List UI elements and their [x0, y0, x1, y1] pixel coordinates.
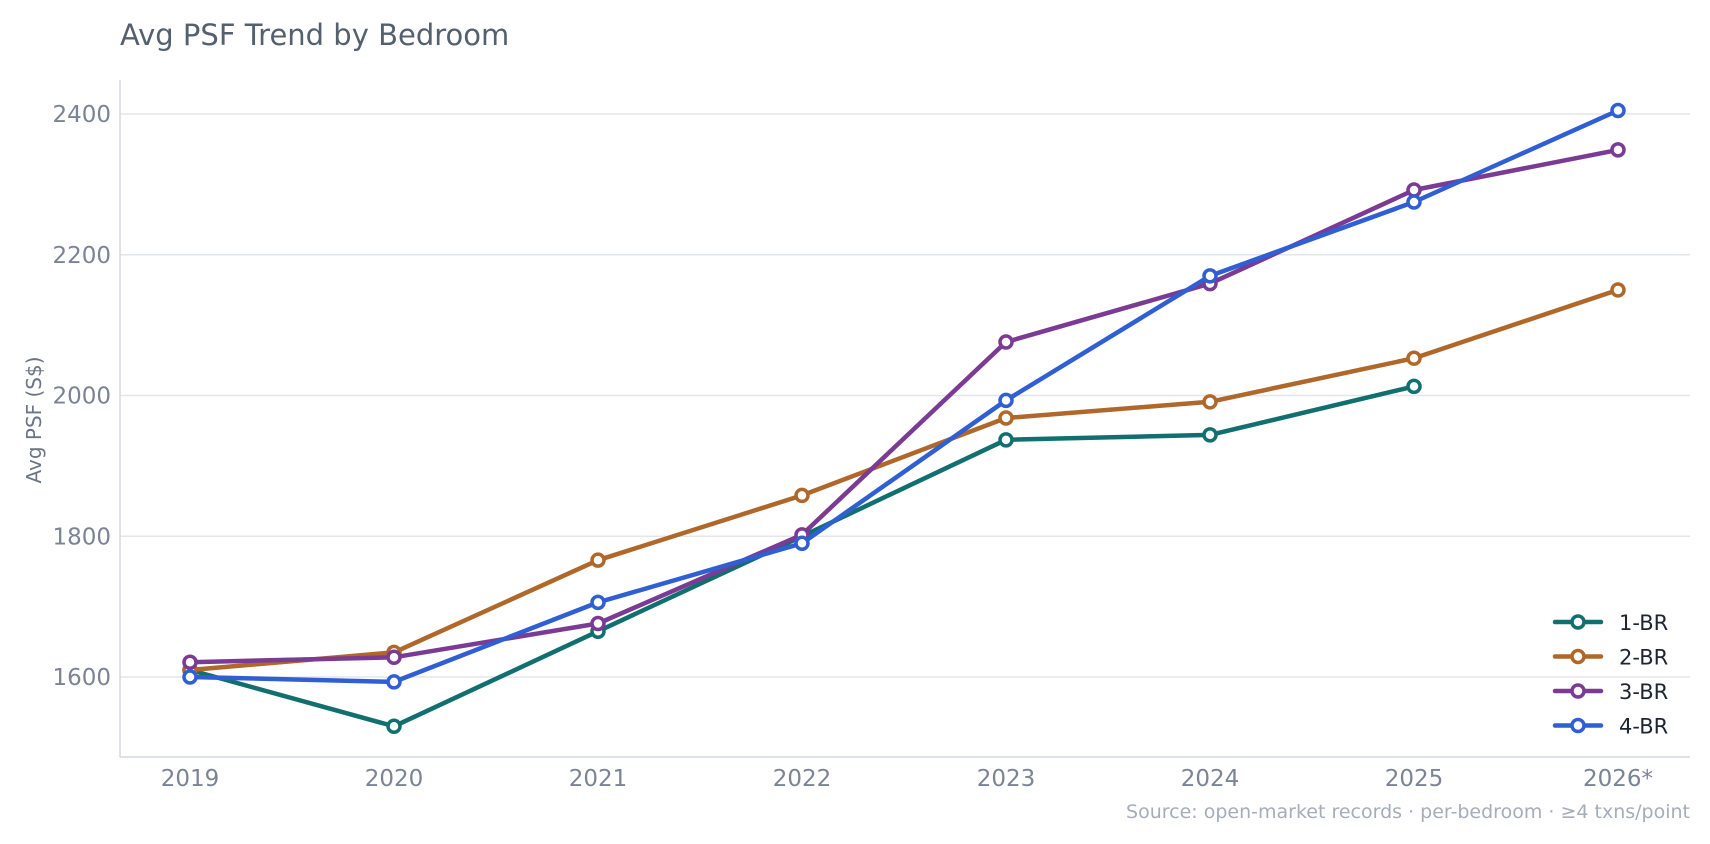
data-point [590, 594, 606, 611]
data-point [182, 654, 198, 670]
x-tick-label: 2019 [161, 766, 220, 792]
series-group [182, 102, 1626, 735]
legend-item: 4-BR [1552, 715, 1668, 739]
data-point [1202, 394, 1218, 410]
data-point [590, 615, 606, 632]
y-tick-label: 2200 [52, 243, 111, 269]
legend: 1-BR 2-BR 3-BR 4-BR [1552, 611, 1668, 739]
data-point [998, 432, 1014, 448]
data-point [998, 334, 1014, 350]
series-line [187, 108, 1621, 685]
source-note: Source: open-market records · per-bedroo… [1126, 801, 1690, 823]
data-point [794, 535, 810, 552]
y-tick-label: 2000 [52, 384, 111, 410]
data-point [998, 392, 1014, 409]
legend-label: 1-BR [1619, 611, 1668, 635]
x-tick-label: 2024 [1181, 766, 1240, 792]
data-point [1406, 350, 1422, 366]
legend-item: 2-BR [1552, 646, 1668, 670]
data-point [182, 669, 198, 685]
data-point [1406, 194, 1422, 210]
data-point [1610, 282, 1626, 298]
data-point [386, 674, 402, 690]
legend-label: 3-BR [1619, 680, 1668, 704]
data-point [998, 410, 1014, 426]
data-point [590, 552, 606, 568]
x-tick-label: 2020 [365, 766, 424, 792]
series-2-BR [182, 282, 1626, 678]
legend-item: 3-BR [1552, 680, 1668, 704]
data-point [386, 718, 402, 735]
data-point [1406, 378, 1422, 395]
series-line [187, 384, 1417, 729]
data-point [794, 487, 810, 504]
legend-marker [1570, 614, 1586, 630]
data-point [1202, 427, 1218, 443]
legend-marker [1570, 683, 1586, 699]
legend-label: 4-BR [1619, 715, 1668, 739]
axes: 1600 1800 2000 2200 2400 2019 2020 2021 2022 2023… [52, 80, 1690, 792]
x-tick-label: 2023 [977, 766, 1036, 792]
legend-marker [1570, 648, 1586, 665]
legend-item: 1-BR [1552, 611, 1668, 635]
y-tick-label: 1600 [52, 665, 111, 691]
gridlines [120, 113, 1690, 678]
legend-marker [1570, 717, 1586, 734]
y-tick-label: 1800 [52, 524, 111, 550]
x-tick-label: 2022 [773, 766, 832, 792]
y-axis-label: Avg PSF (S$) [22, 356, 46, 483]
data-point [1406, 182, 1422, 198]
x-tick-label: 2021 [569, 766, 628, 792]
x-tick-label: 2026* [1583, 766, 1653, 792]
series-line [187, 147, 1621, 665]
series-4-BR [182, 102, 1626, 690]
chart-title: Avg PSF Trend by Bedroom [120, 18, 509, 52]
series-line [187, 287, 1621, 673]
data-point [1202, 268, 1218, 284]
x-tick-label: 2025 [1385, 766, 1444, 792]
data-point [1610, 142, 1626, 158]
legend-label: 2-BR [1619, 646, 1668, 670]
data-point [1610, 102, 1626, 119]
data-point [386, 649, 402, 666]
series-3-BR [182, 142, 1626, 670]
y-tick-label: 2400 [52, 102, 111, 128]
